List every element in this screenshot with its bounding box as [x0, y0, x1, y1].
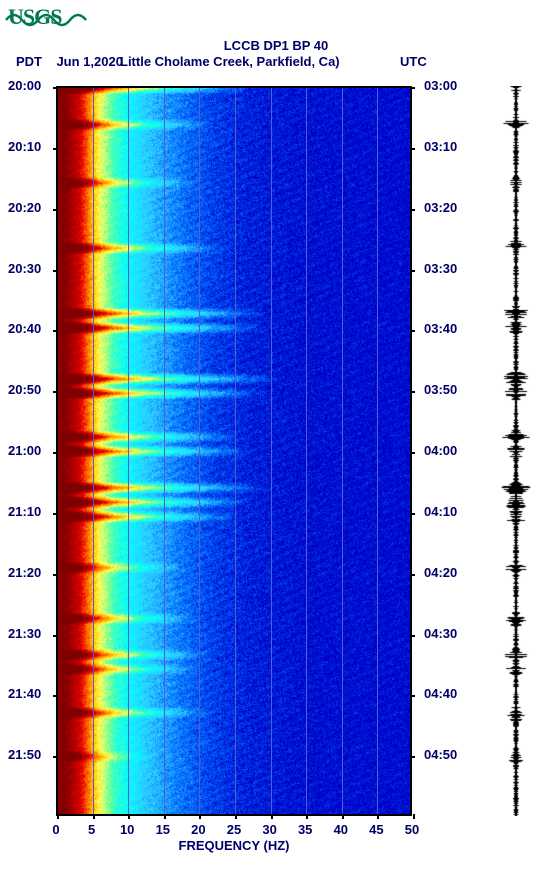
x-tick: 5: [88, 822, 95, 837]
y-right-tick: 03:20: [424, 200, 457, 215]
x-tick: 35: [298, 822, 312, 837]
y-right-tick: 03:00: [424, 78, 457, 93]
y-right-tick: 04:40: [424, 686, 457, 701]
y-left-tick: 21:10: [8, 504, 41, 519]
x-axis-title: FREQUENCY (HZ): [56, 838, 412, 853]
y-left-tick: 20:50: [8, 382, 41, 397]
y-right-tick: 04:10: [424, 504, 457, 519]
tz-pdt: PDT: [16, 54, 42, 69]
y-left-tick: 21:20: [8, 565, 41, 580]
y-right-tick: 03:40: [424, 321, 457, 336]
x-tick: 40: [334, 822, 348, 837]
tz-left-label: PDT Jun 1,2020: [16, 54, 123, 69]
usgs-logo-text: USGS: [8, 4, 61, 30]
y-right-tick: 04:20: [424, 565, 457, 580]
spectrogram-canvas: [58, 88, 410, 814]
y-right-tick: 03:50: [424, 382, 457, 397]
y-right-tick: 03:10: [424, 139, 457, 154]
y-left-tick: 20:20: [8, 200, 41, 215]
plot-title: LCCB DP1 BP 40: [0, 38, 552, 53]
y-left-tick: 20:40: [8, 321, 41, 336]
x-tick: 10: [120, 822, 134, 837]
x-tick: 0: [52, 822, 59, 837]
y-left-tick: 21:40: [8, 686, 41, 701]
y-left-tick: 21:50: [8, 747, 41, 762]
spectrogram-plot: [56, 86, 412, 816]
x-tick: 45: [369, 822, 383, 837]
x-tick: 20: [191, 822, 205, 837]
y-left-tick: 20:00: [8, 78, 41, 93]
y-left-tick: 20:30: [8, 261, 41, 276]
x-tick: 15: [156, 822, 170, 837]
y-right-tick: 04:00: [424, 443, 457, 458]
y-right-tick: 04:30: [424, 626, 457, 641]
x-tick: 30: [262, 822, 276, 837]
y-left-tick: 21:30: [8, 626, 41, 641]
y-right-tick: 03:30: [424, 261, 457, 276]
y-right-tick: 04:50: [424, 747, 457, 762]
date-label: Jun 1,2020: [56, 54, 123, 69]
y-left-tick: 21:00: [8, 443, 41, 458]
seismogram-trace: [498, 86, 534, 816]
x-tick: 25: [227, 822, 241, 837]
y-left-tick: 20:10: [8, 139, 41, 154]
x-tick: 50: [405, 822, 419, 837]
station-label: Little Cholame Creek, Parkfield, Ca): [120, 54, 340, 69]
tz-right-label: UTC: [400, 54, 427, 69]
